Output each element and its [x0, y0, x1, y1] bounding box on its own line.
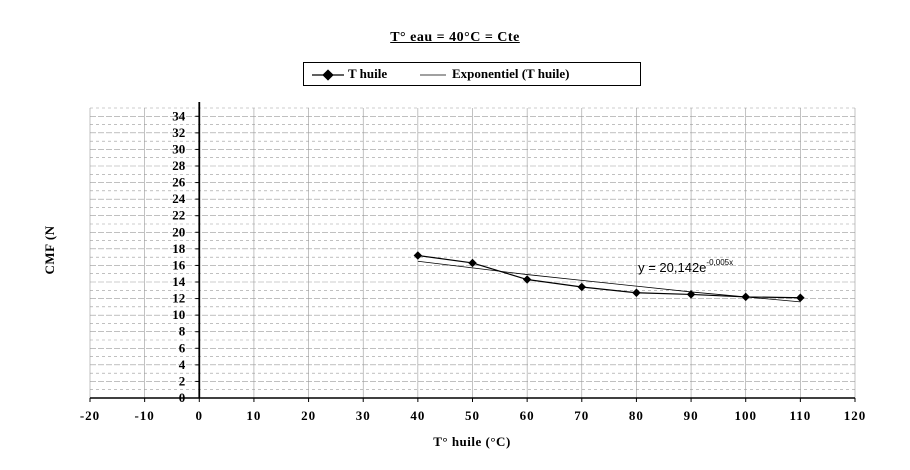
series-line-exponentiel	[417, 260, 801, 303]
x-tick-label: 60	[520, 408, 535, 423]
y-tick-label: 24	[172, 191, 186, 206]
legend-symbols	[312, 69, 446, 81]
x-tick-label: 0	[196, 408, 204, 423]
data-point-t-huile	[577, 282, 587, 292]
x-tick-label: -10	[134, 408, 154, 423]
y-tick-label: 22	[172, 208, 185, 223]
x-tick-label: -20	[80, 408, 100, 423]
y-tick-label: 16	[172, 257, 186, 272]
data-point-t-huile	[413, 251, 423, 260]
x-tick-label: 40	[410, 408, 425, 423]
x-tick-label: 90	[684, 408, 699, 423]
x-tick-label: 20	[301, 408, 316, 423]
y-tick-label: 10	[172, 307, 185, 322]
y-tick-label: 4	[179, 357, 186, 372]
data-point-t-huile	[522, 275, 532, 284]
y-tick-label: 12	[172, 291, 185, 306]
x-tick-label: 80	[629, 408, 644, 423]
x-tick-label: 10	[246, 408, 261, 423]
y-tick-label: 8	[179, 324, 186, 339]
y-tick-label: 32	[172, 125, 185, 140]
x-tick-label: 50	[465, 408, 480, 423]
legend-label-t-huile: T huile	[348, 66, 388, 81]
y-axis-title: CMF (N	[42, 225, 57, 274]
legend-label-exponentiel: Exponentiel (T huile)	[452, 66, 570, 81]
x-axis-title: T° huile (°C)	[433, 434, 511, 449]
y-tick-label: 2	[179, 373, 186, 388]
legend: T huile Exponentiel (T huile)	[303, 62, 641, 86]
y-tick-label: 14	[172, 274, 186, 289]
x-tick-label: 120	[844, 408, 867, 423]
data-point-t-huile	[632, 288, 641, 298]
y-tick-label: 26	[172, 175, 186, 190]
y-tick-label: 28	[172, 158, 186, 173]
x-tick-label: 30	[356, 408, 371, 423]
trendline-equation: y = 20,142e-0,005x	[638, 258, 733, 275]
data-point-t-huile	[796, 293, 805, 302]
y-tick-label: 0	[179, 390, 186, 405]
x-tick-label: 100	[734, 408, 757, 423]
series-line-t-huile	[417, 254, 801, 299]
y-tick-label: 30	[172, 141, 185, 156]
y-tick-label: 6	[179, 340, 186, 355]
y-tick-label: 18	[172, 241, 186, 256]
chart-title: T° eau = 40°C = Cte	[390, 30, 520, 45]
y-tick-label: 20	[172, 224, 185, 239]
x-tick-label: 70	[574, 408, 589, 423]
y-tick-label: 34	[172, 108, 186, 123]
x-tick-label: 110	[789, 408, 811, 423]
data-point-t-huile	[468, 258, 477, 268]
